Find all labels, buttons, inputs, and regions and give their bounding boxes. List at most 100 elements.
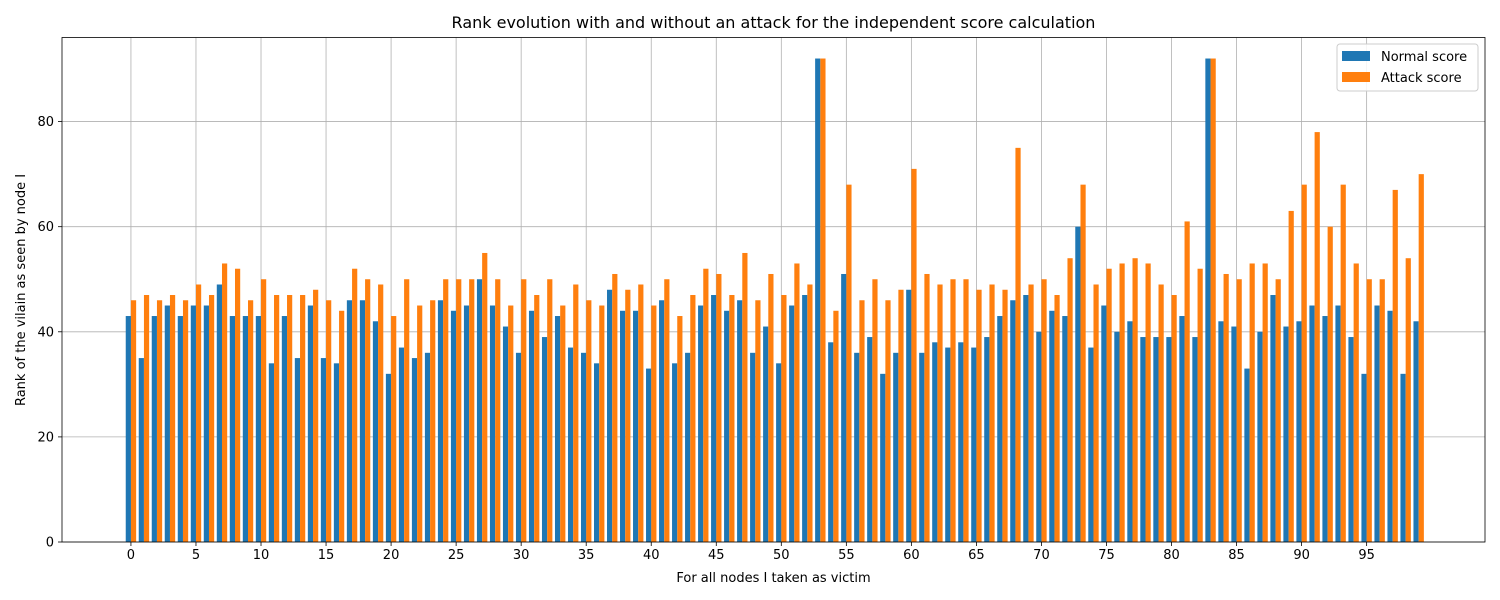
bar-normal-score xyxy=(502,326,509,542)
bar-normal-score xyxy=(151,316,157,542)
bar-attack-score xyxy=(807,284,813,542)
bar-normal-score xyxy=(620,310,626,542)
bar-normal-score xyxy=(320,358,327,542)
bar-attack-score xyxy=(794,263,800,542)
bar-attack-score xyxy=(482,252,488,542)
bar-attack-score xyxy=(1314,132,1320,542)
bar-normal-score xyxy=(1244,368,1250,542)
bar-normal-score xyxy=(177,316,183,542)
bar-normal-score xyxy=(255,316,262,542)
bar-normal-score xyxy=(1270,295,1276,542)
bar-normal-score xyxy=(1231,326,1237,542)
bar-attack-score xyxy=(573,284,579,542)
bar-attack-score xyxy=(846,184,852,543)
bar-normal-score xyxy=(541,337,548,542)
x-tick-label: 70 xyxy=(1033,548,1050,563)
y-tick-label: 80 xyxy=(37,115,54,130)
x-tick-label: 20 xyxy=(383,548,400,563)
bar-attack-score xyxy=(1171,295,1177,542)
bar-normal-score xyxy=(1101,305,1107,542)
legend-swatch-attack-score xyxy=(1342,72,1370,82)
bar-attack-score xyxy=(560,305,566,542)
bar-normal-score xyxy=(164,305,170,542)
x-tick-label: 15 xyxy=(318,548,335,563)
bars-layer xyxy=(125,58,1424,543)
bar-normal-score xyxy=(1088,347,1094,542)
bar-attack-score xyxy=(365,279,371,542)
ticks-layer: 0 5 10 15 20 25 30 35 40 45 50 55 60 65 70 75 80 85 90 95 0 2… xyxy=(37,115,1374,563)
bar-normal-score xyxy=(945,347,951,542)
bar-attack-score xyxy=(417,305,423,542)
bar-normal-score xyxy=(932,342,938,542)
bar-attack-score xyxy=(1275,279,1281,542)
bar-attack-score xyxy=(1119,263,1125,542)
bar-normal-score xyxy=(1218,321,1224,542)
bar-attack-score xyxy=(352,268,358,542)
bar-normal-score xyxy=(437,300,444,542)
bar-attack-score xyxy=(1210,58,1216,542)
bar-normal-score xyxy=(567,347,574,542)
bar-normal-score xyxy=(1283,326,1289,542)
bar-attack-score xyxy=(300,295,306,542)
chart-title: Rank evolution with and without an attac… xyxy=(452,13,1096,32)
bar-attack-score xyxy=(664,279,670,542)
bar-attack-score xyxy=(313,289,319,542)
bar-attack-score xyxy=(690,295,696,542)
bar-attack-score xyxy=(1080,184,1086,543)
bar-normal-score xyxy=(1335,305,1341,542)
x-tick-label: 5 xyxy=(192,548,200,563)
bar-attack-score xyxy=(729,295,735,542)
bar-normal-score xyxy=(1062,316,1068,542)
bar-attack-score xyxy=(677,316,683,542)
x-tick-label: 45 xyxy=(708,548,725,563)
bar-normal-score xyxy=(333,363,340,542)
bar-attack-score xyxy=(339,310,345,542)
bar-normal-score xyxy=(763,326,769,542)
bar-normal-score xyxy=(1023,295,1029,542)
bar-normal-score xyxy=(841,273,847,542)
bar-attack-score xyxy=(1301,184,1307,543)
bar-normal-score xyxy=(203,305,209,542)
bar-attack-score xyxy=(248,300,254,542)
bar-attack-score xyxy=(287,295,293,542)
bar-attack-score xyxy=(1158,284,1164,542)
bar-normal-score xyxy=(307,305,314,542)
x-axis-label: For all nodes I taken as victim xyxy=(676,571,870,586)
bar-attack-score xyxy=(443,279,449,542)
bar-normal-score xyxy=(672,363,678,542)
bar-attack-score xyxy=(989,284,995,542)
bar-attack-score xyxy=(221,263,228,542)
x-tick-label: 75 xyxy=(1098,548,1115,563)
bar-attack-score xyxy=(1028,284,1034,542)
bar-normal-score xyxy=(294,358,301,542)
x-tick-label: 30 xyxy=(513,548,530,563)
bar-attack-score xyxy=(599,305,605,542)
legend: Normal score Attack score xyxy=(1336,43,1479,92)
bar-attack-score xyxy=(1223,273,1229,542)
bar-normal-score xyxy=(633,310,639,542)
bar-attack-score xyxy=(963,279,969,542)
bar-normal-score xyxy=(138,358,144,542)
bar-normal-score xyxy=(281,316,288,542)
bar-normal-score xyxy=(1010,300,1016,542)
bar-normal-score xyxy=(1153,337,1159,542)
bar-attack-score xyxy=(156,300,163,542)
bar-normal-score xyxy=(802,295,808,542)
bar-normal-score xyxy=(476,279,483,542)
bar-attack-score xyxy=(195,284,202,542)
bar-attack-score xyxy=(1262,263,1268,542)
bar-attack-score xyxy=(638,284,644,542)
bar-attack-score xyxy=(143,295,150,542)
y-tick-label: 60 xyxy=(37,220,54,235)
bar-normal-score xyxy=(1257,331,1263,542)
x-tick-label: 95 xyxy=(1358,548,1375,563)
bar-attack-score xyxy=(1249,263,1255,542)
bar-normal-score xyxy=(1400,373,1406,542)
bar-attack-score xyxy=(833,310,839,542)
bar-attack-score xyxy=(391,316,397,542)
bar-normal-score xyxy=(958,342,964,542)
bar-normal-score xyxy=(854,352,860,542)
bar-attack-score xyxy=(234,268,241,542)
bar-attack-score xyxy=(169,295,176,542)
